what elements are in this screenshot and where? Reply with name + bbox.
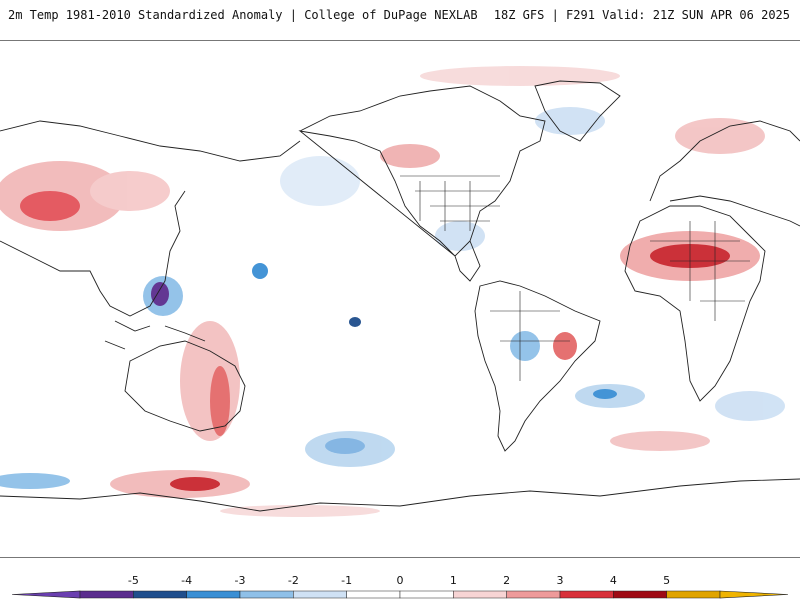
africa-borders bbox=[650, 221, 750, 321]
colorbar-tick-label: 5 bbox=[663, 574, 670, 587]
colorbar-extend-low bbox=[11, 590, 81, 599]
colorbar-tick-label: 1 bbox=[450, 574, 457, 587]
cold-anomaly-south-atlantic-core bbox=[593, 389, 617, 399]
north-america-outline bbox=[298, 85, 546, 282]
south-america-outline bbox=[474, 280, 601, 452]
cold-anomaly-us-east bbox=[435, 221, 485, 251]
colorbar-tick-label: 0 bbox=[397, 574, 404, 587]
colorbar-extend-high bbox=[719, 590, 789, 599]
colorbar-segment bbox=[293, 590, 347, 599]
colorbar-tick-label: 3 bbox=[557, 574, 564, 587]
colorbar-segment bbox=[613, 590, 667, 599]
anomaly-fields bbox=[0, 66, 785, 517]
cold-anomaly-siberia bbox=[535, 107, 605, 135]
colorbar-segment bbox=[79, 590, 134, 599]
colorbar-segment bbox=[453, 590, 507, 599]
colorbar-segment bbox=[239, 590, 294, 599]
cold-anomaly-philippines-core bbox=[151, 282, 169, 306]
cold-anomaly-argentina bbox=[510, 331, 540, 361]
warm-anomaly-southern-ocean bbox=[610, 431, 710, 451]
cold-anomaly-pacific-small bbox=[349, 317, 361, 327]
colorbar-tick-label: -1 bbox=[341, 574, 352, 587]
warm-anomaly-arctic bbox=[420, 66, 620, 86]
header: 2m Temp 1981-2010 Standardized Anomaly |… bbox=[0, 0, 800, 30]
warm-anomaly-asia-core bbox=[20, 191, 80, 221]
australia-outline bbox=[124, 340, 246, 432]
antarctica-outline bbox=[0, 478, 800, 512]
colorbar-segment bbox=[506, 590, 561, 599]
colorbar-segment bbox=[133, 590, 187, 599]
colorbar-segment bbox=[399, 590, 454, 599]
south-america-borders bbox=[490, 291, 570, 381]
cold-anomaly-south-pacific-core bbox=[325, 438, 365, 454]
cold-anomaly-tropical-pacific bbox=[252, 263, 268, 279]
continent-outlines bbox=[0, 80, 800, 512]
colorbar-labels: -5 -4 -3 -2 -1 0 1 2 3 4 5 bbox=[128, 574, 670, 587]
colorbar-segment bbox=[346, 590, 401, 599]
europe-outline bbox=[649, 120, 800, 227]
colorbar-tick-label: -3 bbox=[235, 574, 246, 587]
asia-outline bbox=[0, 120, 301, 317]
warm-anomaly-australia bbox=[180, 321, 240, 441]
colorbar-tick-label: 4 bbox=[610, 574, 617, 587]
colorbar-tick-label: 2 bbox=[503, 574, 510, 587]
africa-outline bbox=[624, 205, 766, 402]
warm-anomaly-south-pacific bbox=[220, 505, 380, 517]
warm-anomaly-antarctic-core bbox=[170, 477, 220, 491]
cold-anomaly-north-pacific bbox=[280, 156, 360, 206]
warm-anomaly-brazil bbox=[553, 332, 577, 360]
cold-anomaly-antarctic-west bbox=[0, 473, 70, 489]
colorbar-tick-label: -2 bbox=[288, 574, 299, 587]
warm-anomaly-china bbox=[90, 171, 170, 211]
cold-anomaly-southern-indian bbox=[715, 391, 785, 421]
colorbar-tick-label: -4 bbox=[181, 574, 192, 587]
colorbar-segment bbox=[666, 590, 721, 599]
colorbar-bar bbox=[11, 590, 789, 599]
colorbar-tick-label: -5 bbox=[128, 574, 139, 587]
maritime-asia-outline bbox=[104, 320, 206, 350]
model-run-info: 18Z GFS | F291 Valid: 21Z SUN APR 06 202… bbox=[493, 8, 790, 22]
us-canada-borders bbox=[400, 175, 500, 231]
warm-anomaly-scandinavia bbox=[675, 118, 765, 154]
colorbar-segment bbox=[559, 590, 614, 599]
warm-anomaly-canada bbox=[380, 144, 440, 168]
anomaly-map bbox=[0, 40, 800, 558]
warm-anomaly-australia-core bbox=[210, 366, 230, 436]
greenland-outline bbox=[534, 80, 621, 142]
colorbar-segment bbox=[186, 590, 241, 599]
map-title: 2m Temp 1981-2010 Standardized Anomaly |… bbox=[8, 8, 478, 22]
colorbar: -5 -4 -3 -2 -1 0 1 2 3 4 5 bbox=[0, 570, 800, 600]
